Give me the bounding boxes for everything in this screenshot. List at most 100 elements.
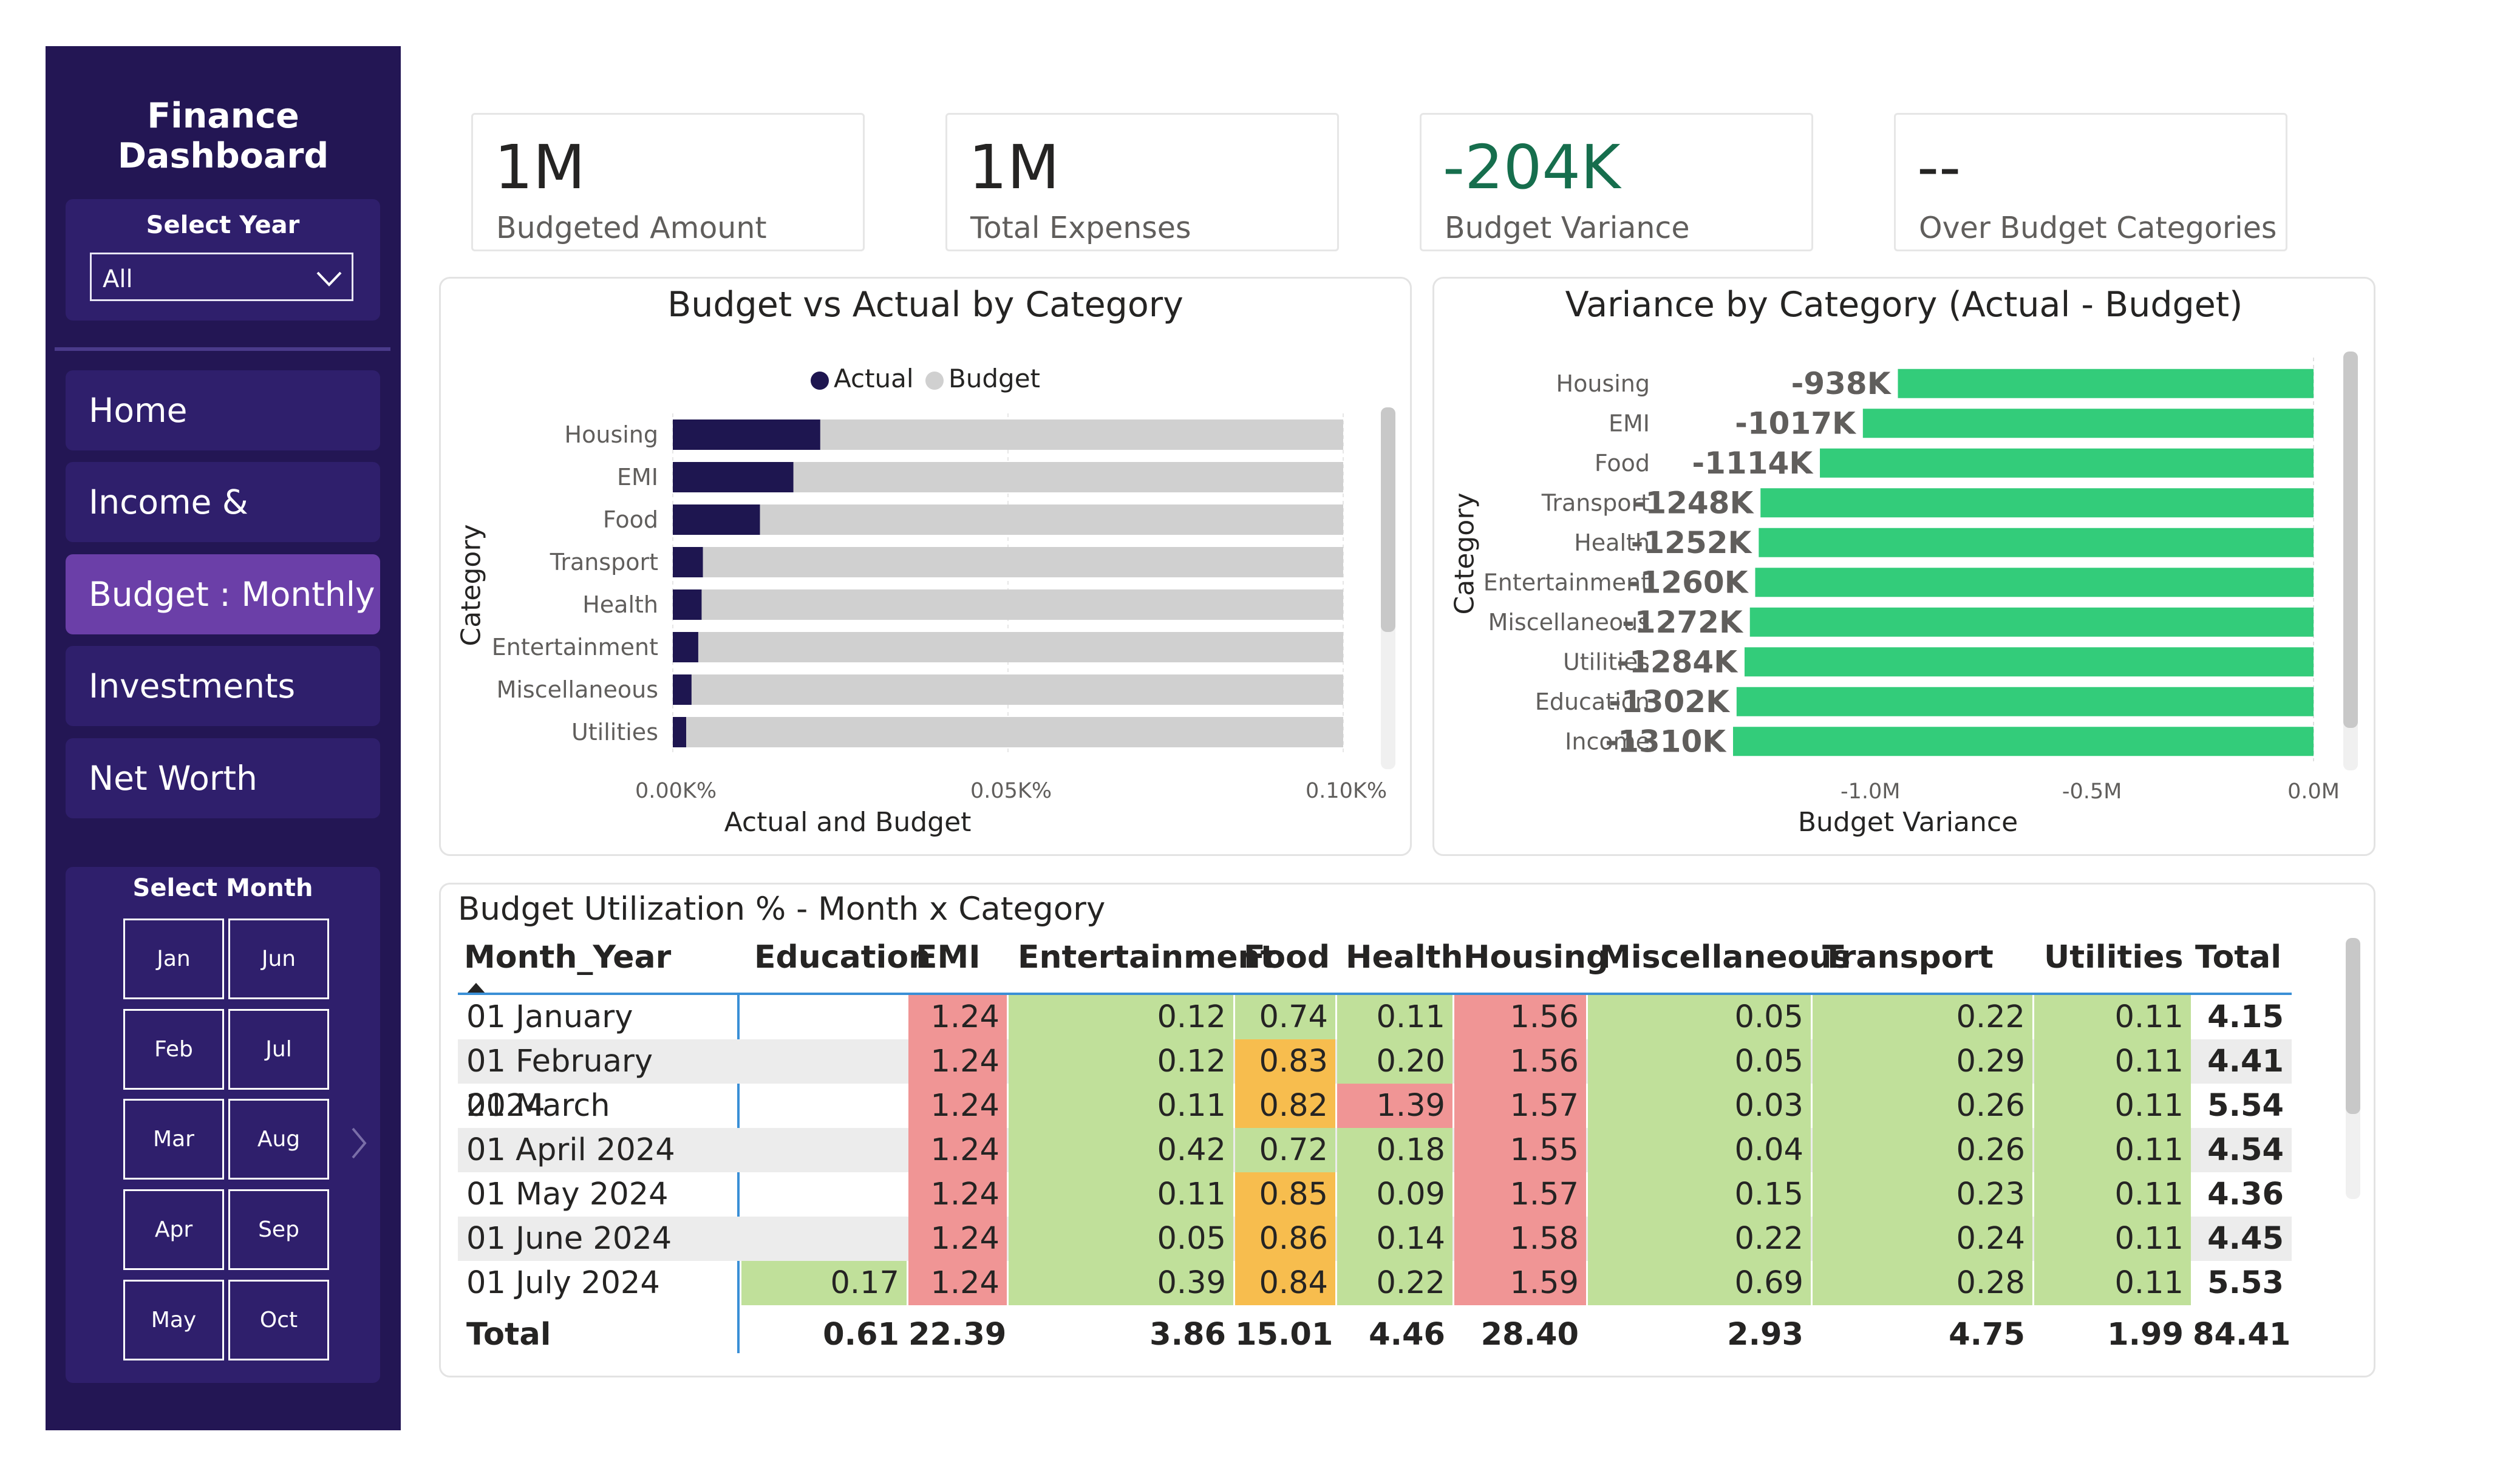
table-cell[interactable]: 0.22 [1337,1261,1452,1305]
chart-scrollbar[interactable] [1381,407,1395,632]
bar-budget-miscellaneous[interactable] [691,674,1343,705]
table-cell[interactable]: 0.26 [1813,1084,2032,1128]
row-header[interactable]: 01 January 2024 [466,999,633,1079]
bar-budget-transport[interactable] [703,547,1343,577]
bar-budget-health[interactable] [701,589,1343,620]
table-cell[interactable]: 0.42 [1009,1128,1233,1172]
table-cell[interactable]: 1.57 [1454,1172,1586,1217]
month-tile-apr[interactable]: Apr [123,1189,224,1270]
variance-bar-utilities[interactable] [1744,647,2314,677]
chevron-right-icon[interactable] [350,1125,368,1161]
table-cell[interactable]: 4.45 [2193,1217,2291,1261]
nav-budget-monthly-button[interactable]: Budget : Monthly [66,554,380,634]
table-cell[interactable]: 0.74 [1235,995,1335,1039]
variance-bar-education[interactable] [1736,687,2314,716]
variance-bar-income[interactable] [1733,727,2314,756]
table-cell[interactable]: 0.05 [1588,995,1811,1039]
table-cell[interactable]: 0.15 [1588,1172,1811,1217]
table-cell[interactable]: 4.36 [2193,1172,2291,1217]
column-header[interactable]: Health [1346,939,1463,976]
column-header[interactable]: Transport [1822,939,1994,976]
row-header[interactable]: 01 April 2024 [466,1132,675,1168]
variance-bar-health[interactable] [1759,528,2314,557]
row-header[interactable]: 01 May 2024 [466,1177,669,1212]
table-cell[interactable]: 0.18 [1337,1128,1452,1172]
row-header[interactable]: 01 July 2024 [466,1265,660,1301]
table-cell[interactable]: 0.17 [741,1261,907,1305]
variance-bar-miscellaneous[interactable] [1749,607,2314,637]
table-cell[interactable]: 0.12 [1009,995,1233,1039]
table-cell[interactable]: 4.54 [2193,1128,2291,1172]
variance-bar-emi[interactable] [1862,409,2314,438]
table-cell[interactable]: 0.82 [1235,1084,1335,1128]
table-cell[interactable]: 0.39 [1009,1261,1233,1305]
month-tile-sep[interactable]: Sep [228,1189,329,1270]
nav-income-expenses-button[interactable]: Income & Expenses [66,462,380,602]
table-cell[interactable]: 0.11 [2034,1084,2191,1128]
table-cell[interactable] [741,1084,907,1128]
table-cell[interactable]: 0.11 [2034,1039,2191,1084]
table-cell[interactable]: 0.85 [1235,1172,1335,1217]
bar-budget-utilities[interactable] [686,717,1343,747]
bar-actual-utilities[interactable] [673,717,687,747]
variance-bar-housing[interactable] [1898,368,2314,398]
variance-bar-entertainment[interactable] [1755,568,2314,597]
table-cell[interactable]: 0.04 [1588,1128,1811,1172]
table-cell[interactable]: 0.11 [2034,1261,2191,1305]
table-cell[interactable]: 0.09 [1337,1172,1452,1217]
chart-scrollbar[interactable] [2343,352,2358,728]
table-cell[interactable]: 0.11 [2034,1128,2191,1172]
bar-budget-housing[interactable] [820,419,1343,450]
month-tile-may[interactable]: May [123,1280,224,1360]
nav-home-button[interactable]: Home [66,370,380,450]
legend-actual-label[interactable]: Actual [834,364,914,393]
nav-net-worth-button[interactable]: Net Worth [66,738,380,818]
table-cell[interactable]: 0.11 [1009,1084,1233,1128]
table-cell[interactable]: 1.59 [1454,1261,1586,1305]
table-cell[interactable]: 0.03 [1588,1084,1811,1128]
row-header[interactable]: 01 June 2024 [466,1221,672,1257]
table-cell[interactable]: 0.12 [1009,1039,1233,1084]
table-cell[interactable]: 0.05 [1588,1039,1811,1084]
bar-budget-entertainment[interactable] [698,632,1343,662]
column-header[interactable]: EMI [916,939,981,976]
month-tile-oct[interactable]: Oct [228,1280,329,1360]
legend-budget-label[interactable]: Budget [948,364,1040,393]
table-cell[interactable]: 0.23 [1813,1172,2032,1217]
month-tile-mar[interactable]: Mar [123,1099,224,1180]
table-cell[interactable]: 0.11 [2034,1217,2191,1261]
table-cell[interactable] [741,1217,907,1261]
table-cell[interactable]: 0.69 [1588,1261,1811,1305]
bar-actual-entertainment[interactable] [673,632,698,662]
table-cell[interactable]: 0.86 [1235,1217,1335,1261]
month-tile-jul[interactable]: Jul [228,1009,329,1090]
table-cell[interactable]: 4.41 [2193,1039,2291,1084]
table-cell[interactable]: 0.72 [1235,1128,1335,1172]
table-cell[interactable]: 0.22 [1813,995,2032,1039]
table-cell[interactable]: 1.57 [1454,1084,1586,1128]
column-header[interactable]: Utilities [2044,939,2184,976]
table-cell[interactable]: 0.22 [1588,1217,1811,1261]
column-header[interactable]: Total [2195,939,2282,976]
month-tile-aug[interactable]: Aug [228,1099,329,1180]
table-cell[interactable]: 1.24 [908,1039,1007,1084]
table-cell[interactable] [741,995,907,1039]
table-cell[interactable]: 1.56 [1454,1039,1586,1084]
table-cell[interactable]: 0.14 [1337,1217,1452,1261]
month-tile-feb[interactable]: Feb [123,1009,224,1090]
table-cell[interactable] [741,1039,907,1084]
table-cell[interactable]: 1.24 [908,995,1007,1039]
table-cell[interactable]: 1.24 [908,1261,1007,1305]
bar-budget-emi[interactable] [793,462,1343,492]
table-cell[interactable]: 0.83 [1235,1039,1335,1084]
table-cell[interactable]: 1.24 [908,1172,1007,1217]
table-cell[interactable]: 0.24 [1813,1217,2032,1261]
table-cell[interactable]: 5.54 [2193,1084,2291,1128]
table-cell[interactable]: 0.05 [1009,1217,1233,1261]
year-dropdown[interactable]: All [90,253,353,301]
table-cell[interactable]: 0.11 [2034,995,2191,1039]
table-cell[interactable] [741,1128,907,1172]
table-cell[interactable]: 4.15 [2193,995,2291,1039]
table-cell[interactable]: 0.11 [1337,995,1452,1039]
table-cell[interactable] [741,1172,907,1217]
